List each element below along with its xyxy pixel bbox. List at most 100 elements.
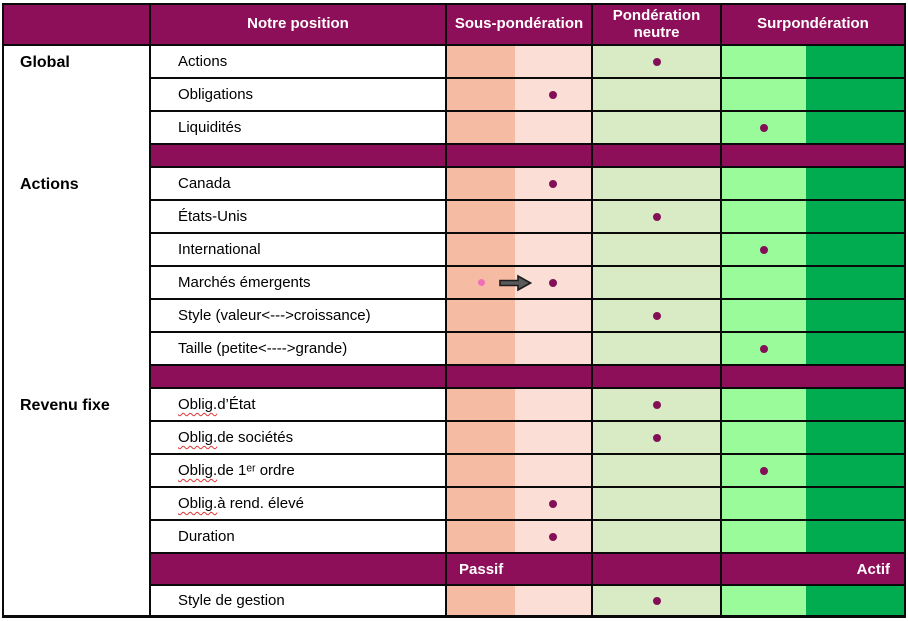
- separator-cell: [151, 145, 447, 166]
- scale-cell-underweight-light: [515, 455, 593, 486]
- scale-cell-overweight-light: [722, 422, 806, 453]
- position-dot-icon: [549, 90, 557, 99]
- section-label-column: Global Actions Revenu fixe: [4, 5, 151, 615]
- scale-cell-overweight-strong: [806, 201, 904, 232]
- section-label: Revenu fixe: [20, 396, 110, 414]
- table-row: Marchés émergents: [151, 267, 904, 300]
- position-dot-icon: [652, 311, 661, 320]
- passive-active-row: Passif Actif: [151, 554, 904, 586]
- scale-cell-overweight-strong: [806, 46, 904, 77]
- misspelled-word: Oblig.: [178, 396, 218, 413]
- scale-cell-overweight-strong: [806, 300, 904, 331]
- row-label: Obligations: [151, 79, 447, 110]
- scale-cell-neutral: [593, 79, 722, 110]
- row-label-rest: à rend. élevé: [217, 495, 304, 512]
- position-dot-icon: [549, 532, 557, 541]
- misspelled-word: Oblig.: [178, 429, 218, 446]
- scale-cell-underweight-strong: [447, 488, 515, 519]
- scale-cell-underweight-strong: [447, 455, 515, 486]
- table-row: Liquidités: [151, 112, 904, 145]
- row-label: Liquidités: [151, 112, 447, 143]
- scale-cell-overweight-strong: [806, 333, 904, 364]
- table-row: International: [151, 234, 904, 267]
- scale-cell-underweight-light: [515, 112, 593, 143]
- scale-cell-underweight-light: [515, 300, 593, 331]
- scale-cell-neutral: [593, 46, 722, 77]
- table-row: Duration: [151, 521, 904, 554]
- scale-cell-underweight-light: [515, 586, 593, 615]
- scale-cell-underweight-strong: [447, 300, 515, 331]
- scale-cell-underweight-strong: [447, 234, 515, 265]
- scale-cell-neutral: [593, 521, 722, 552]
- scale-cell-underweight-strong: [447, 79, 515, 110]
- position-dot-icon: [760, 466, 768, 475]
- row-label: Actions: [151, 46, 447, 77]
- positioning-table: Global Actions Revenu fixe Notre position …: [2, 3, 906, 618]
- scale-cell-overweight-strong: [806, 112, 904, 143]
- scale-cell-underweight-strong: [447, 168, 515, 199]
- header-ponderation-neutre: Pondération neutre: [593, 5, 722, 44]
- scale-cell-overweight-strong: [806, 488, 904, 519]
- previous-position-dot-icon: [477, 279, 485, 286]
- scale-cell-overweight-strong: [806, 455, 904, 486]
- separator-cell: [722, 145, 904, 166]
- scale-cell-underweight-light: [515, 234, 593, 265]
- row-label: Duration: [151, 521, 447, 552]
- table-row: Obligations: [151, 79, 904, 112]
- row-label-rest: d’État: [217, 396, 256, 413]
- scale-cell-overweight-light: [722, 521, 806, 552]
- section-separator: [151, 145, 904, 168]
- row-label: États-Unis: [151, 201, 447, 232]
- position-dot-icon: [760, 344, 768, 353]
- separator-cell: [722, 366, 904, 387]
- scale-cell-underweight-light: [515, 79, 593, 110]
- scale-cell-underweight-light: [515, 488, 593, 519]
- scale-cell-underweight-strong: [447, 333, 515, 364]
- scale-cell-overweight-light: [722, 201, 806, 232]
- misspelled-word: Oblig.: [178, 462, 218, 479]
- scale-cell-underweight-light: [515, 333, 593, 364]
- scale-cell-overweight-light: [722, 488, 806, 519]
- scale-cell-underweight-strong: [447, 46, 515, 77]
- scale-cell-neutral: [593, 455, 722, 486]
- table-header-row: Notre position Sous-pondération Pondérat…: [151, 5, 904, 46]
- scale-cell-overweight-light: [722, 112, 806, 143]
- scale-cell-underweight-strong: [447, 267, 533, 298]
- passive-label: Passif: [447, 554, 593, 584]
- table-main: Notre position Sous-pondération Pondérat…: [151, 5, 904, 615]
- scale-cell-overweight-strong: [806, 79, 904, 110]
- row-label: Taille (petite<---->grande): [151, 333, 447, 364]
- scale-cell-neutral: [593, 267, 722, 298]
- header-surponderation: Surpondération: [757, 15, 869, 33]
- row-label: Style (valeur<--->croissance): [151, 300, 447, 331]
- scale-cell-neutral: [593, 488, 722, 519]
- scale-cell-underweight-strong: [447, 521, 515, 552]
- active-label: Actif: [856, 560, 890, 578]
- separator-cell: [593, 145, 722, 166]
- scale-cell-neutral: [593, 389, 722, 420]
- position-dot-icon: [549, 179, 557, 188]
- scale-cell-overweight-light: [722, 46, 806, 77]
- scale-cell-overweight-strong: [806, 586, 904, 615]
- table-row: Canada: [151, 168, 904, 201]
- row-label: Oblig. de 1ᵉʳ ordre: [151, 455, 447, 486]
- scale-cell-overweight-light: [722, 267, 806, 298]
- row-label-rest: de sociétés: [217, 429, 294, 446]
- table-rows: Actions Obligations Liquidités Canada États-…: [151, 46, 904, 615]
- separator-cell: [593, 366, 722, 387]
- scale-cell-overweight-strong: [806, 267, 904, 298]
- separator-cell: [447, 145, 593, 166]
- position-dot-icon: [652, 212, 661, 221]
- position-dot-icon: [549, 278, 557, 287]
- scale-cell-overweight-light: [722, 333, 806, 364]
- scale-cell-overweight-light: [722, 389, 806, 420]
- table-row: Oblig. de sociétés: [151, 422, 904, 455]
- row-label: Marchés émergents: [151, 267, 447, 298]
- scale-cell-neutral: [593, 333, 722, 364]
- scale-cell-overweight-strong: [806, 422, 904, 453]
- separator-cell: [151, 554, 447, 584]
- header-sous-ponderation: Sous-pondération: [447, 5, 593, 44]
- row-label: Oblig. d’État: [151, 389, 447, 420]
- scale-cell-underweight-light: [515, 168, 593, 199]
- position-dot-icon: [760, 123, 768, 132]
